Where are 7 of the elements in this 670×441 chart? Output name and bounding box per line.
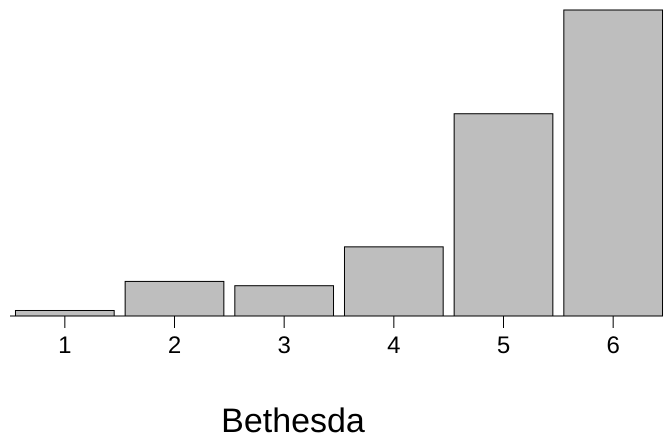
x-tick-label: 5 (496, 332, 510, 360)
x-tick-label: 2 (168, 332, 182, 360)
x-tick-label: 3 (277, 332, 291, 360)
x-tick-label: 4 (387, 332, 401, 360)
x-tick-label: 6 (606, 332, 620, 360)
x-tick-label: 1 (58, 332, 72, 360)
x-axis-title: Bethesda (221, 402, 365, 440)
